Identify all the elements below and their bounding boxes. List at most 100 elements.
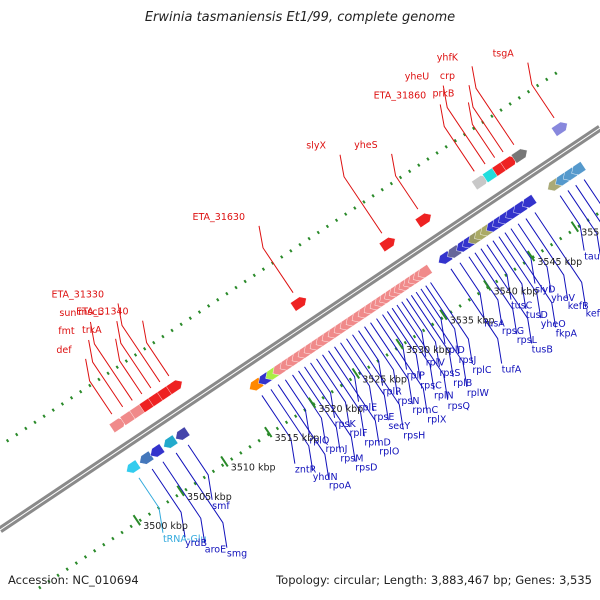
reverse-label-rplp: rplP	[407, 371, 426, 382]
reverse-leader-zntr	[261, 395, 296, 464]
reverse-label-rpsn: rpsN	[397, 396, 419, 407]
ruler-tick-3525-kbp	[351, 367, 361, 379]
map-title: Erwinia tasmaniensis Et1/99, complete ge…	[144, 10, 456, 25]
reverse-leader-rpmj	[292, 374, 326, 444]
reverse-leader-rpld	[420, 288, 446, 344]
reverse-leader-rpsk	[310, 362, 336, 418]
reverse-label-smf: smf	[212, 501, 230, 512]
reverse-label-rplo: rplO	[379, 447, 399, 458]
forward-gene-yhfk	[510, 148, 528, 164]
ruler-label-3525-kbp: 3525 kbp	[362, 374, 407, 385]
reverse-label-rpse: rpsE	[373, 412, 394, 423]
reverse-label-rpsq: rpsQ	[448, 401, 470, 412]
reverse-label-yheo: yheO	[541, 319, 566, 330]
reverse-leader-rplw	[415, 291, 468, 387]
reverse-leader-rpsq	[396, 304, 449, 400]
forward-gene-yhes-shape	[414, 213, 432, 228]
reverse-label-tusb: tusB	[532, 344, 553, 355]
ruler-label-3535-kbp: 3535 kbp	[450, 316, 495, 327]
reverse-label-taud: tauD	[584, 252, 600, 263]
ruler-label-3540-kbp: 3540 kbp	[494, 286, 539, 297]
forward-label-eta-31330: ETA_31330	[51, 289, 104, 300]
forward-leader-eta-31630	[258, 225, 294, 293]
reverse-leader-rpln	[391, 307, 435, 390]
reverse-leader-rplf	[316, 358, 350, 428]
reverse-leader-rplx	[376, 318, 428, 414]
forward-leader-yheu	[442, 85, 486, 165]
reverse-gene-aroe-shape	[150, 443, 166, 458]
reverse-leader-rpsc	[386, 311, 421, 380]
reverse-label-rpld: rplD	[445, 345, 465, 356]
forward-leader-fmt	[88, 339, 124, 408]
forward-leader-yhes	[391, 153, 419, 210]
reverse-label-rpmc: rpmC	[412, 405, 438, 416]
forward-gene-slyx	[378, 237, 396, 253]
reverse-label-rple: rplE	[359, 403, 378, 414]
reverse-leader-rpsl	[474, 252, 518, 335]
ruler-tick-3540-kbp	[483, 279, 492, 291]
reverse-label-secy: secY	[388, 421, 410, 432]
reverse-label-rplw: rplW	[467, 388, 490, 399]
reverse-label-kefg: kefG	[586, 308, 600, 319]
reverse-label-rpsh: rpsH	[403, 431, 425, 442]
reverse-leader-rpsn	[364, 326, 398, 395]
ruler-tick-3500-kbp	[132, 514, 142, 526]
reverse-leader-kefb	[525, 218, 569, 301]
reverse-leader-rpsd	[304, 366, 356, 462]
ruler-tick-3505-kbp	[176, 485, 185, 497]
reverse-leader-fusa	[459, 262, 485, 318]
reverse-leader-rple	[334, 346, 360, 402]
reverse-label-fkpa: fkpA	[556, 328, 578, 339]
reverse-gene-taua	[571, 161, 587, 176]
reverse-leader-rpmd	[322, 354, 365, 437]
reverse-label-fusa: fusA	[484, 319, 505, 330]
forward-label-prkb: prkB	[432, 88, 454, 99]
backbone-line-bottom	[0, 128, 600, 533]
reverse-leader-rpss	[406, 298, 440, 367]
reverse-leader-taud	[559, 195, 585, 251]
forward-label-yhfk: yhfK	[437, 52, 459, 63]
ruler-tick-3550-kbp	[570, 221, 580, 233]
reverse-gene-smf-shape	[175, 426, 191, 441]
ruler-label-3545-kbp: 3545 kbp	[537, 257, 582, 268]
reverse-label-rpmj: rpmJ	[325, 444, 347, 455]
reverse-label-tufa: tufA	[502, 365, 522, 376]
reverse-leader-rpsj	[425, 285, 460, 354]
forward-leader-mscl	[116, 321, 152, 389]
reverse-gene-yrdb	[139, 450, 155, 465]
outer-dotted-guide	[0, 68, 562, 448]
reverse-label-aroe: aroE	[205, 544, 226, 555]
reverse-leader-fkpa	[504, 232, 557, 328]
reverse-gene-smg-shape	[163, 434, 179, 449]
reverse-leader-rpsm	[298, 370, 341, 453]
reverse-gene-kefg	[522, 194, 538, 209]
forward-leader-trka	[115, 338, 143, 395]
reverse-leader-smf	[187, 444, 213, 500]
reverse-label-rpsl: rpsL	[517, 335, 538, 346]
forward-label-mscl: mscL	[78, 307, 103, 318]
reverse-label-rpsc: rpsC	[420, 381, 442, 392]
ruler-label-3505-kbp: 3505 kbp	[187, 492, 232, 503]
reverse-leader-aroe	[162, 461, 206, 544]
reverse-label-smg: smg	[227, 549, 247, 560]
reverse-gene-trna-glu-shape	[126, 459, 142, 474]
forward-gene-yhes	[414, 213, 432, 228]
reverse-leader-rplo	[328, 350, 380, 446]
ruler-tick-3545-kbp	[526, 250, 536, 262]
reverse-leader-yhdn	[270, 389, 314, 471]
reverse-gene-yrdb-shape	[139, 450, 155, 465]
reverse-label-rplq: rplQ	[309, 436, 329, 447]
reverse-label-kefb: kefB	[568, 301, 589, 312]
forward-gene-tsga	[551, 121, 568, 137]
reverse-leader-rplr	[358, 330, 384, 386]
ruler-tick-3535-kbp	[439, 309, 448, 321]
forward-leader-yhfk	[471, 66, 515, 146]
ruler-tick-3530-kbp	[395, 338, 404, 350]
forward-label-tsga: tsgA	[493, 49, 515, 60]
topology-text: Topology: circular; Length: 3,883,467 bp…	[276, 573, 592, 587]
ruler-label-3500-kbp: 3500 kbp	[143, 521, 188, 532]
forward-gene-eta-31340-shape	[165, 379, 183, 395]
reverse-label-rpsg: rpsG	[502, 326, 524, 337]
forward-leader-eta-31860	[439, 104, 475, 172]
forward-label-yhes: yheS	[354, 140, 378, 151]
